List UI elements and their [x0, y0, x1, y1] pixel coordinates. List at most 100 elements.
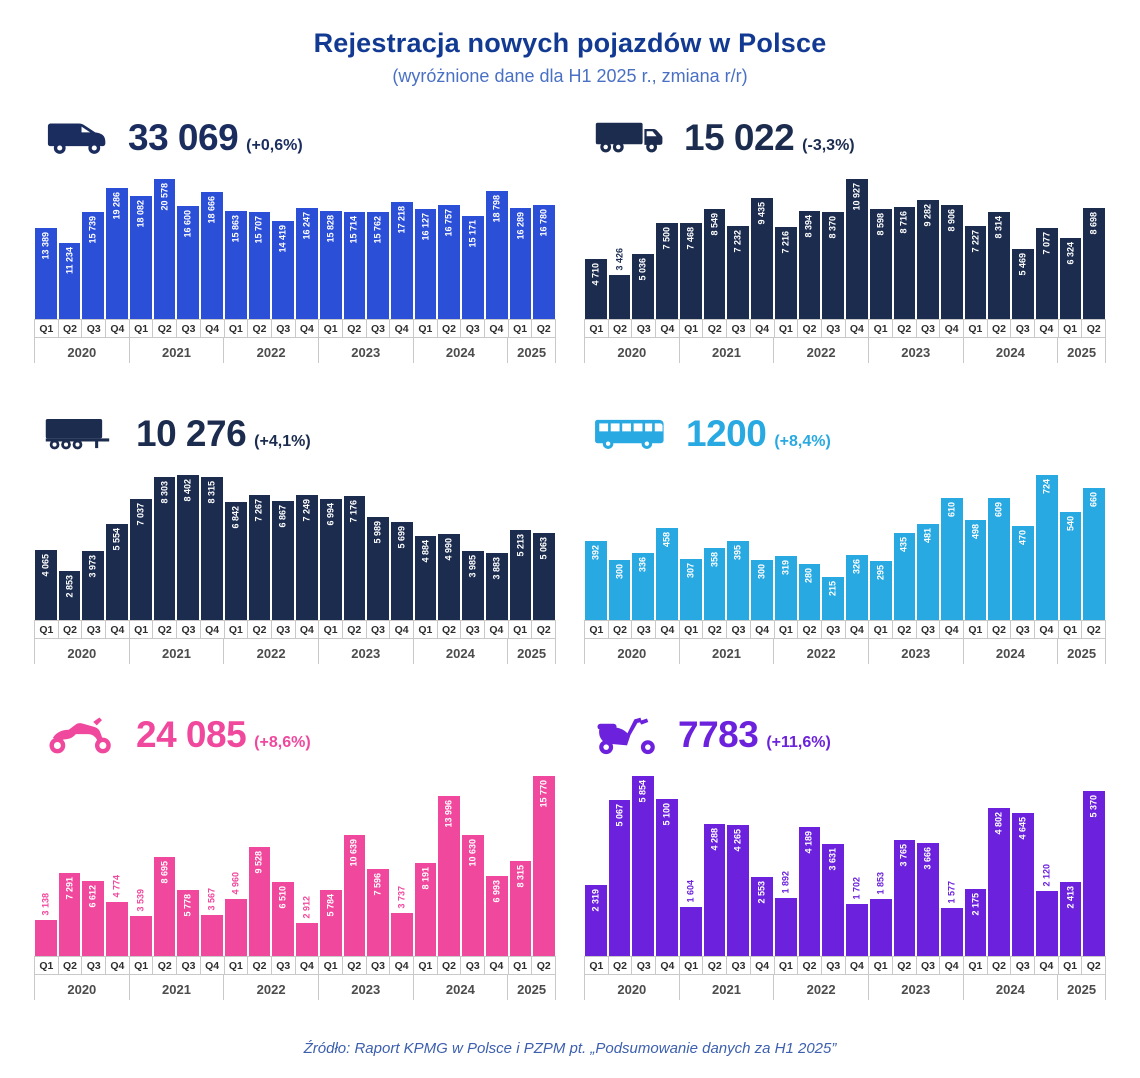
- bar: [106, 188, 128, 319]
- bar: [438, 205, 461, 319]
- bar-cell: 4 288: [703, 776, 727, 956]
- year-label: 2023: [867, 975, 963, 1000]
- bar-value-label: 5 370: [1088, 795, 1099, 818]
- bar-value-label: 20 578: [159, 183, 170, 211]
- bar-value-label: 4 189: [803, 831, 814, 854]
- quarter-label: Q4: [655, 319, 679, 338]
- quarter-label: Q4: [294, 620, 319, 639]
- bar-value-label: 8 402: [182, 479, 193, 502]
- bar-cell: 3 985: [461, 475, 485, 620]
- bar: [367, 517, 390, 620]
- bar-cell: 6 994: [319, 475, 343, 620]
- bar: [248, 212, 271, 319]
- bar: [367, 212, 390, 319]
- bar-value-label: 15 714: [348, 216, 359, 244]
- bar: [485, 553, 508, 620]
- bar: [964, 520, 987, 620]
- bar-value-label: 8 394: [803, 215, 814, 238]
- chart-motorcycles: 24 085 (+8,6%) 3 138 7 291 6 612 4 774 3 539…: [34, 706, 557, 1000]
- bar: [941, 908, 963, 956]
- bar-value-label: 6 842: [230, 506, 241, 529]
- quarter-label: Q4: [655, 620, 679, 639]
- quarter-label: Q1: [318, 956, 342, 975]
- bar-cell: 16 780: [532, 179, 556, 319]
- quarter-label: Q2: [702, 956, 727, 975]
- bar: [391, 522, 413, 620]
- quarter-label: Q2: [57, 956, 82, 975]
- bar-value-label: 7 267: [253, 499, 264, 522]
- bar: [1059, 882, 1082, 956]
- bar: [343, 496, 366, 620]
- quarter-label: Q1: [773, 319, 798, 338]
- quarter-axis: Q1 Q2 Q3 Q4 Q1 Q2 Q3 Q4 Q1 Q2 Q3 Q4 Q1 Q2 Q3 Q4 Q1 Q2 Q3 Q4…: [34, 956, 557, 975]
- bar: [1083, 488, 1106, 620]
- bar-value-label: 358: [709, 552, 720, 568]
- bar: [414, 863, 437, 956]
- bar: [485, 191, 508, 319]
- bar: [869, 209, 892, 319]
- bar: [585, 259, 607, 319]
- bar: [177, 890, 200, 956]
- quarter-label: Q4: [844, 319, 869, 338]
- quarter-label: Q3: [631, 620, 656, 639]
- bar-value-label: 392: [590, 545, 601, 561]
- year-label: 2023: [317, 338, 413, 363]
- bar-plot: 4 065 2 853 3 973 5 554 7 037 8 303 8 402 8 315…: [34, 475, 556, 620]
- bar-cell: 7 176: [343, 475, 367, 620]
- bar-value-label: 5 699: [396, 526, 407, 549]
- bar-value-label: 326: [851, 559, 862, 575]
- bar-cell: 1 604: [679, 776, 703, 956]
- quarter-label: Q1: [868, 620, 892, 639]
- bar-value-label: 1 577: [946, 881, 957, 904]
- year-label: 2025: [1057, 338, 1107, 363]
- year-label: 2021: [128, 338, 224, 363]
- quarter-label: Q4: [939, 319, 963, 338]
- bar-value-label: 1 853: [875, 872, 886, 895]
- bar-value-label: 3 631: [827, 848, 838, 871]
- bar-value-label: 8 698: [1088, 212, 1099, 235]
- quarter-label: Q2: [986, 319, 1011, 338]
- bar-cell: 19 286: [105, 179, 129, 319]
- year-label: 2022: [773, 975, 868, 1000]
- quarter-axis: Q1 Q2 Q3 Q4 Q1 Q2 Q3 Q4 Q1 Q2 Q3 Q4 Q1 Q2 Q3 Q4 Q1 Q2 Q3 Q4…: [584, 620, 1107, 639]
- bar: [822, 212, 845, 319]
- bar-cell: 609: [987, 475, 1011, 620]
- bar-cell: 16 127: [414, 179, 438, 319]
- bar: [846, 904, 868, 956]
- bar-cell: 8 402: [176, 475, 200, 620]
- bar: [846, 179, 868, 319]
- bar-value-label: 610: [946, 502, 957, 518]
- quarter-label: Q2: [436, 620, 461, 639]
- year-label: 2023: [867, 338, 963, 363]
- quarter-label: Q4: [389, 319, 413, 338]
- bar-value-label: 8 315: [515, 865, 526, 888]
- bar-cell: 6 842: [224, 475, 248, 620]
- bar-cell: 9 282: [916, 179, 940, 319]
- bar-cell: 336: [631, 475, 655, 620]
- bar-cell: 7 077: [1035, 179, 1059, 319]
- bar: [798, 827, 821, 956]
- quarter-label: Q2: [341, 956, 366, 975]
- bar-cell: 15 171: [461, 179, 485, 319]
- bar-cell: 3 567: [200, 776, 224, 956]
- quarter-label: Q4: [939, 956, 963, 975]
- bar-cell: 9 528: [248, 776, 272, 956]
- bar-value-label: 336: [637, 557, 648, 573]
- quarter-label: Q3: [820, 620, 845, 639]
- bar: [272, 501, 295, 620]
- bar-plot: 2 319 5 067 5 854 5 100 1 604 4 288 4 265 2 553…: [584, 776, 1106, 956]
- bar-cell: 20 578: [153, 179, 177, 319]
- bar-value-label: 7 077: [1041, 232, 1052, 255]
- quarter-label: Q4: [1034, 319, 1058, 338]
- bar: [1035, 475, 1058, 620]
- bar-cell: 15 762: [366, 179, 390, 319]
- bar: [679, 223, 702, 319]
- quarter-label: Q2: [702, 620, 727, 639]
- quarter-label: Q3: [365, 956, 390, 975]
- year-label: 2025: [1057, 975, 1107, 1000]
- quarter-label: Q4: [199, 620, 224, 639]
- quarter-label: Q1: [584, 620, 608, 639]
- bar-plot: 3 138 7 291 6 612 4 774 3 539 8 695 5 778 3 567…: [34, 776, 556, 956]
- bar: [438, 796, 461, 956]
- year-label: 2020: [584, 639, 679, 664]
